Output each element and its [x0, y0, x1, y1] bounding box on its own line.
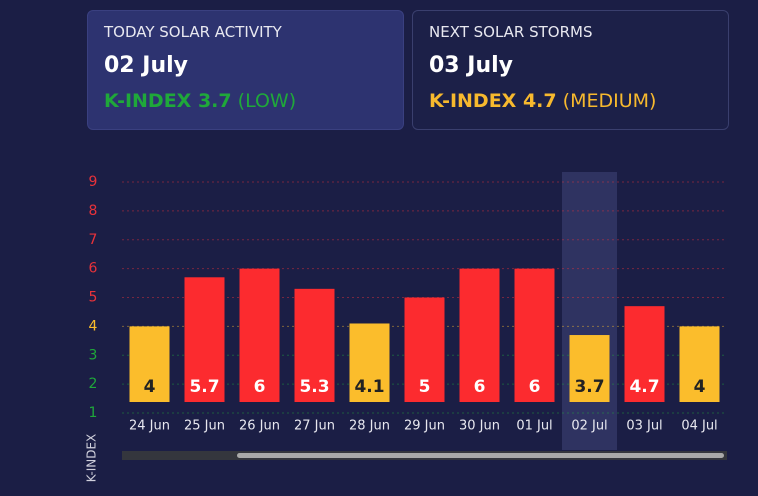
- y-tick-label: 9: [89, 174, 98, 190]
- x-tick-label: 26 Jun: [239, 419, 280, 434]
- card-title: TODAY SOLAR ACTIVITY: [104, 23, 282, 41]
- value-label: 6: [254, 377, 266, 397]
- level: (MEDIUM): [562, 90, 657, 112]
- x-tick-label: 28 Jun: [349, 419, 390, 434]
- x-tick-label: 29 Jun: [404, 419, 445, 434]
- y-tick-label: 1: [89, 405, 98, 421]
- value-label: 4: [144, 377, 156, 397]
- card: TODAY SOLAR ACTIVITY 02 July K-INDEX 3.7…: [87, 10, 404, 130]
- card: NEXT SOLAR STORMS 03 July K-INDEX 4.7 (M…: [412, 10, 729, 130]
- scroll-thumb[interactable]: [237, 453, 724, 458]
- value-label: 5.3: [299, 377, 329, 397]
- card-date: 03 July: [429, 53, 514, 78]
- bar: [239, 268, 280, 402]
- bar: [349, 323, 390, 402]
- bar: [404, 297, 445, 402]
- value-label: 4: [694, 377, 706, 397]
- y-tick-label: 7: [89, 232, 98, 248]
- x-tick-label: 01 Jul: [516, 419, 552, 434]
- level: (LOW): [237, 90, 297, 112]
- card-title: NEXT SOLAR STORMS: [429, 23, 593, 41]
- x-tick-label: 25 Jun: [184, 419, 225, 434]
- index: K-INDEX 4.7: [429, 90, 557, 112]
- bar: [569, 335, 610, 402]
- y-tick-label: 5: [89, 290, 98, 306]
- x-tick-label: 27 Jun: [294, 419, 335, 434]
- bar: [514, 268, 555, 402]
- bar: [294, 288, 335, 402]
- bar: [129, 326, 170, 402]
- y-tick-label: 8: [89, 203, 98, 219]
- y-tick-label: 4: [89, 318, 98, 334]
- y-tick-label: 2: [89, 376, 98, 392]
- card-date: 02 July: [104, 53, 189, 78]
- highlight-band: [562, 172, 617, 450]
- y-axis-label: K-INDEX: [85, 434, 99, 483]
- card-index: K-INDEX 4.7 (MEDIUM): [429, 90, 712, 112]
- value-label: 6: [474, 377, 486, 397]
- index: K-INDEX 3.7: [104, 90, 232, 112]
- value-label: 5.7: [189, 377, 219, 397]
- bar: [624, 306, 665, 402]
- x-tick-label: 03 Jul: [626, 419, 662, 434]
- x-tick-label: 24 Jun: [129, 419, 170, 434]
- value-label: 3.7: [574, 377, 604, 397]
- value-label: 5: [419, 377, 431, 397]
- bar: [679, 326, 720, 402]
- bar: [184, 277, 225, 402]
- x-tick-label: 02 Jul: [571, 419, 607, 434]
- y-tick-label: 6: [89, 261, 98, 277]
- value-label: 6: [529, 377, 541, 397]
- x-tick-label: 04 Jul: [681, 419, 717, 434]
- value-label: 4.7: [629, 377, 659, 397]
- x-tick-label: 30 Jun: [459, 419, 500, 434]
- value-label: 4.1: [354, 377, 384, 397]
- y-tick-label: 3: [89, 347, 98, 363]
- card-index: K-INDEX 3.7 (LOW): [104, 90, 387, 112]
- bar: [459, 268, 500, 402]
